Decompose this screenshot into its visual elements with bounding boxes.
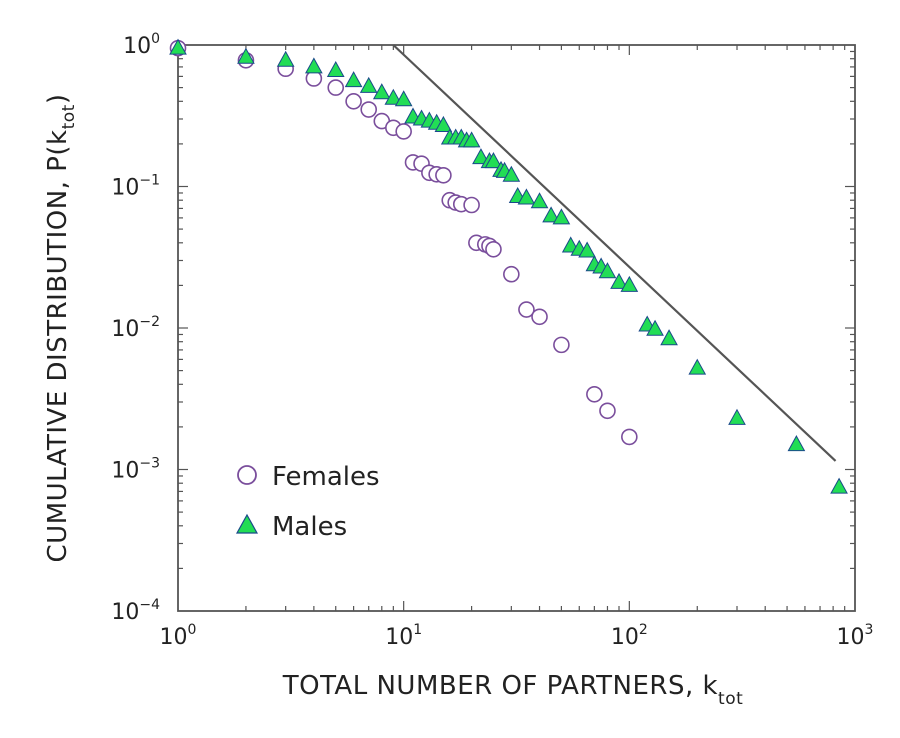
male-data-point: [728, 408, 746, 425]
male-data-point: [169, 38, 187, 55]
y-tick-label-base: 10: [111, 176, 139, 201]
male-data-point: [517, 188, 536, 205]
y-tick-label-base: 10: [111, 317, 139, 342]
male-data-point: [530, 192, 549, 209]
male-data-point: [472, 148, 490, 165]
female-data-point: [553, 336, 570, 354]
female-data-point: [599, 402, 616, 420]
male-data-point: [610, 272, 628, 289]
y-tick-label-exponent: −2: [139, 314, 160, 330]
y-tick-label-exponent: −3: [139, 456, 160, 472]
power-law-reference-line: [392, 44, 837, 462]
male-data-point: [237, 47, 255, 64]
legend-females-marker: [237, 465, 257, 485]
y-tick-label-base: 10: [111, 459, 139, 484]
y-tick-label: 10−3: [111, 456, 160, 484]
male-data-point: [542, 206, 560, 223]
male-data-point: [646, 319, 664, 336]
x-tick-label-base: 10: [385, 625, 413, 650]
y-tick-label-exponent: −1: [139, 173, 160, 189]
y-tick-label: 10−1: [111, 173, 160, 201]
x-axis-label-text: TOTAL NUMBER OF PARTNERS, k: [282, 671, 718, 701]
female-data-point: [360, 101, 378, 118]
male-data-point: [620, 275, 639, 292]
x-tick-labels: 100 101 102 103: [160, 622, 874, 650]
legend-females-label: Females: [272, 462, 380, 492]
male-data-point: [552, 208, 571, 225]
female-data-point: [518, 301, 535, 318]
male-data-point: [688, 358, 707, 375]
x-tick-label: 103: [837, 622, 874, 650]
female-data-point: [463, 196, 480, 214]
male-data-point: [326, 60, 345, 78]
male-data-point: [359, 76, 378, 93]
y-axis-label: CUMULATIVE DISTRIBUTION, P(ktot): [43, 94, 79, 563]
y-tick-label: 10−4: [111, 597, 160, 625]
y-tick-label-exponent: 0: [151, 31, 160, 47]
x-tick-label-base: 10: [611, 625, 639, 650]
ticks-layer: [178, 45, 855, 611]
male-data-point: [830, 477, 848, 494]
male-data-point: [434, 115, 453, 132]
legend: Females Males: [235, 462, 380, 542]
female-data-point: [345, 93, 362, 110]
female-data-point: [503, 265, 520, 283]
y-tick-label-base: 10: [111, 600, 139, 625]
y-tick-label-base: 10: [123, 34, 151, 59]
x-tick-label: 102: [611, 622, 648, 650]
male-data-point: [305, 57, 323, 74]
male-data-point: [502, 165, 521, 182]
y-tick-label: 10−2: [111, 314, 160, 342]
female-data-point: [485, 240, 502, 258]
x-axis-label: TOTAL NUMBER OF PARTNERS, ktot: [282, 671, 744, 709]
male-data-point: [384, 88, 403, 105]
males-series: [169, 38, 848, 494]
females-series: [169, 39, 638, 446]
y-axis-label-close: ): [43, 94, 73, 105]
male-data-point: [787, 435, 806, 452]
legend-males-marker: [235, 513, 259, 534]
female-data-point: [395, 123, 412, 140]
y-axis-label-subscript: tot: [59, 104, 79, 129]
female-data-point: [531, 308, 548, 326]
male-data-point: [578, 241, 596, 258]
y-tick-label: 100: [123, 31, 160, 59]
female-data-point: [327, 79, 345, 96]
male-data-point: [372, 83, 391, 100]
x-tick-label-base: 10: [837, 625, 865, 650]
female-data-point: [435, 166, 452, 184]
x-tick-label-exponent: 3: [865, 622, 874, 638]
male-data-point: [344, 71, 363, 88]
x-tick-label-base: 10: [160, 625, 188, 650]
male-data-point: [484, 152, 503, 169]
y-axis-label-text: CUMULATIVE DISTRIBUTION, P(k: [43, 129, 73, 562]
x-tick-label: 100: [160, 622, 197, 650]
male-data-point: [660, 329, 678, 346]
male-data-point: [462, 131, 481, 148]
male-data-point: [276, 50, 295, 67]
female-data-point: [621, 428, 638, 446]
legend-males-label: Males: [272, 512, 347, 542]
x-axis-label-subscript: tot: [718, 689, 743, 709]
male-data-point: [394, 90, 413, 107]
x-tick-label-exponent: 1: [413, 622, 422, 638]
x-tick-label-exponent: 2: [639, 622, 648, 638]
x-tick-label-exponent: 0: [188, 622, 197, 638]
male-data-point: [598, 262, 617, 279]
x-tick-label: 101: [385, 622, 422, 650]
y-tick-label-exponent: −4: [139, 597, 160, 613]
female-data-point: [586, 385, 603, 403]
